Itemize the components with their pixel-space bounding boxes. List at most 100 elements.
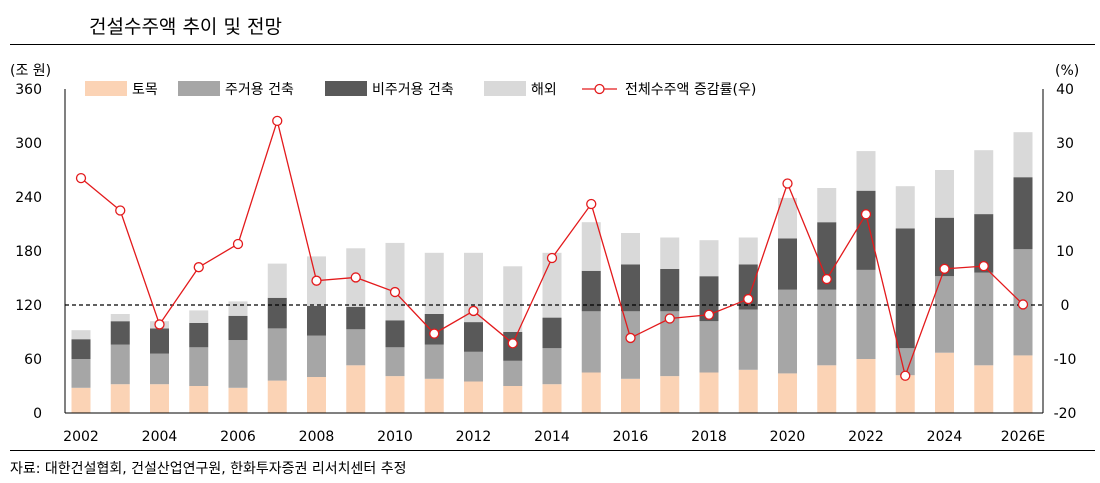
- bar-segment-overseas: [71, 330, 91, 340]
- bar-segment-civil: [228, 387, 248, 413]
- legend-label: 주거용 건축: [225, 82, 294, 98]
- right-tick-label: -10: [1054, 352, 1077, 368]
- bar-segment-residential: [150, 353, 169, 385]
- bar-segment-residential: [189, 347, 209, 386]
- legend-swatch-residential: [178, 81, 220, 96]
- bar-segment-civil: [71, 387, 91, 413]
- bar-segment-civil: [699, 372, 719, 413]
- bar-segment-residential: [503, 360, 523, 386]
- growth-rate-marker: [664, 313, 675, 324]
- growth-rate-marker: [115, 205, 126, 216]
- bar-segment-nonresidential: [935, 217, 954, 277]
- right-tick-label: 30: [1056, 136, 1074, 152]
- right-tick-label: 20: [1056, 190, 1074, 206]
- bar-segment-overseas: [228, 301, 248, 316]
- bar-segment-civil: [778, 373, 797, 413]
- x-tick-label: 2002: [63, 429, 99, 445]
- bar-segment-civil: [385, 376, 405, 413]
- bar-segment-nonresidential: [150, 328, 169, 354]
- bar-segment-overseas: [189, 310, 209, 323]
- right-tick-label: 40: [1056, 82, 1074, 98]
- growth-rate-marker: [743, 293, 754, 305]
- construction-orders-chart: (조 원) (%) 0 60 120 180 240 300 360 -20 -10 0 10 20 30 4…: [10, 63, 1079, 445]
- bar-segment-nonresidential: [189, 323, 209, 348]
- bar-segment-nonresidential: [974, 214, 994, 273]
- bar-segment-overseas: [778, 197, 797, 239]
- bar-segment-residential: [267, 328, 287, 381]
- bar-segment-residential: [542, 348, 562, 385]
- growth-rate-marker: [782, 178, 793, 189]
- bar-segment-overseas: [935, 170, 954, 218]
- bar-segment-residential: [974, 272, 994, 366]
- bar-segment-residential: [935, 276, 954, 353]
- left-axis-unit: (조 원): [10, 63, 51, 79]
- bar-segment-nonresidential: [267, 297, 287, 329]
- growth-rate-marker: [272, 115, 283, 127]
- x-tick-label: 2004: [142, 429, 178, 445]
- left-tick-label: 240: [15, 190, 42, 206]
- bar-segment-residential: [110, 344, 130, 385]
- bar-segment-civil: [346, 365, 366, 413]
- growth-rate-marker: [625, 332, 636, 344]
- bar-segment-overseas: [581, 222, 601, 271]
- bar-segment-civil: [738, 369, 758, 413]
- legend-label: 해외: [531, 82, 557, 98]
- x-tick-label: 2014: [534, 429, 570, 445]
- bar-segment-residential: [71, 359, 91, 388]
- growth-rate-marker: [350, 272, 361, 283]
- bar-segment-civil: [189, 386, 209, 413]
- bar-segment-overseas: [895, 186, 915, 229]
- bar-segment-civil: [581, 372, 601, 413]
- bar-segment-residential: [228, 340, 248, 388]
- growth-rate-marker: [939, 263, 950, 274]
- bar-segment-nonresidential: [699, 276, 719, 322]
- bar-segment-residential: [738, 309, 758, 370]
- bar-segment-civil: [542, 384, 562, 413]
- bar-segment-nonresidential: [464, 322, 483, 352]
- bar-segment-overseas: [267, 263, 287, 298]
- left-tick-label: 180: [15, 244, 42, 260]
- growth-rate-marker: [821, 273, 832, 285]
- bar-segment-nonresidential: [228, 315, 248, 341]
- bar-segment-overseas: [738, 237, 758, 265]
- bar-segment-civil: [267, 380, 287, 413]
- bar-segment-overseas: [856, 151, 876, 191]
- left-tick-label: 120: [15, 298, 42, 314]
- bar-segment-residential: [307, 335, 326, 377]
- bar-segment-residential: [424, 344, 444, 379]
- legend-label: 비주거용 건축: [372, 82, 454, 98]
- growth-rate-marker: [311, 275, 322, 286]
- right-tick-label: 10: [1056, 244, 1074, 260]
- right-tick-label: 0: [1061, 298, 1070, 314]
- bar-segment-overseas: [699, 240, 719, 277]
- growth-rate-marker: [546, 252, 558, 264]
- bar-segment-residential: [817, 289, 837, 366]
- x-tick-label: 2026E: [1001, 429, 1045, 445]
- growth-rate-marker: [75, 172, 87, 184]
- bar-segment-nonresidential: [385, 320, 405, 348]
- bar-segment-civil: [856, 359, 876, 413]
- bar-segment-overseas: [817, 188, 837, 223]
- bar-segment-nonresidential: [817, 222, 837, 290]
- x-tick-label: 2020: [770, 429, 806, 445]
- bar-segment-civil: [110, 384, 130, 413]
- x-tick-label: 2010: [377, 429, 413, 445]
- legend-swatch-overseas: [484, 81, 526, 96]
- bar-segment-overseas: [385, 242, 405, 321]
- bar-segment-civil: [307, 377, 326, 413]
- x-tick-label: 2018: [691, 429, 727, 445]
- x-tick-label: 2024: [927, 429, 963, 445]
- bar-segment-residential: [346, 329, 366, 366]
- growth-rate-marker: [586, 198, 597, 210]
- bar-segment-nonresidential: [346, 306, 366, 330]
- bar-segment-overseas: [621, 233, 640, 265]
- title-rule: [10, 44, 1095, 45]
- x-tick-label: 2012: [456, 429, 492, 445]
- legend-swatch-growth-marker: [594, 83, 605, 95]
- bar-segment-civil: [150, 384, 169, 413]
- bar-segment-residential: [660, 311, 680, 377]
- bar-segment-nonresidential: [895, 228, 915, 349]
- growth-rate-marker: [900, 370, 911, 381]
- bar-segment-residential: [699, 321, 719, 373]
- left-tick-label: 0: [33, 406, 42, 422]
